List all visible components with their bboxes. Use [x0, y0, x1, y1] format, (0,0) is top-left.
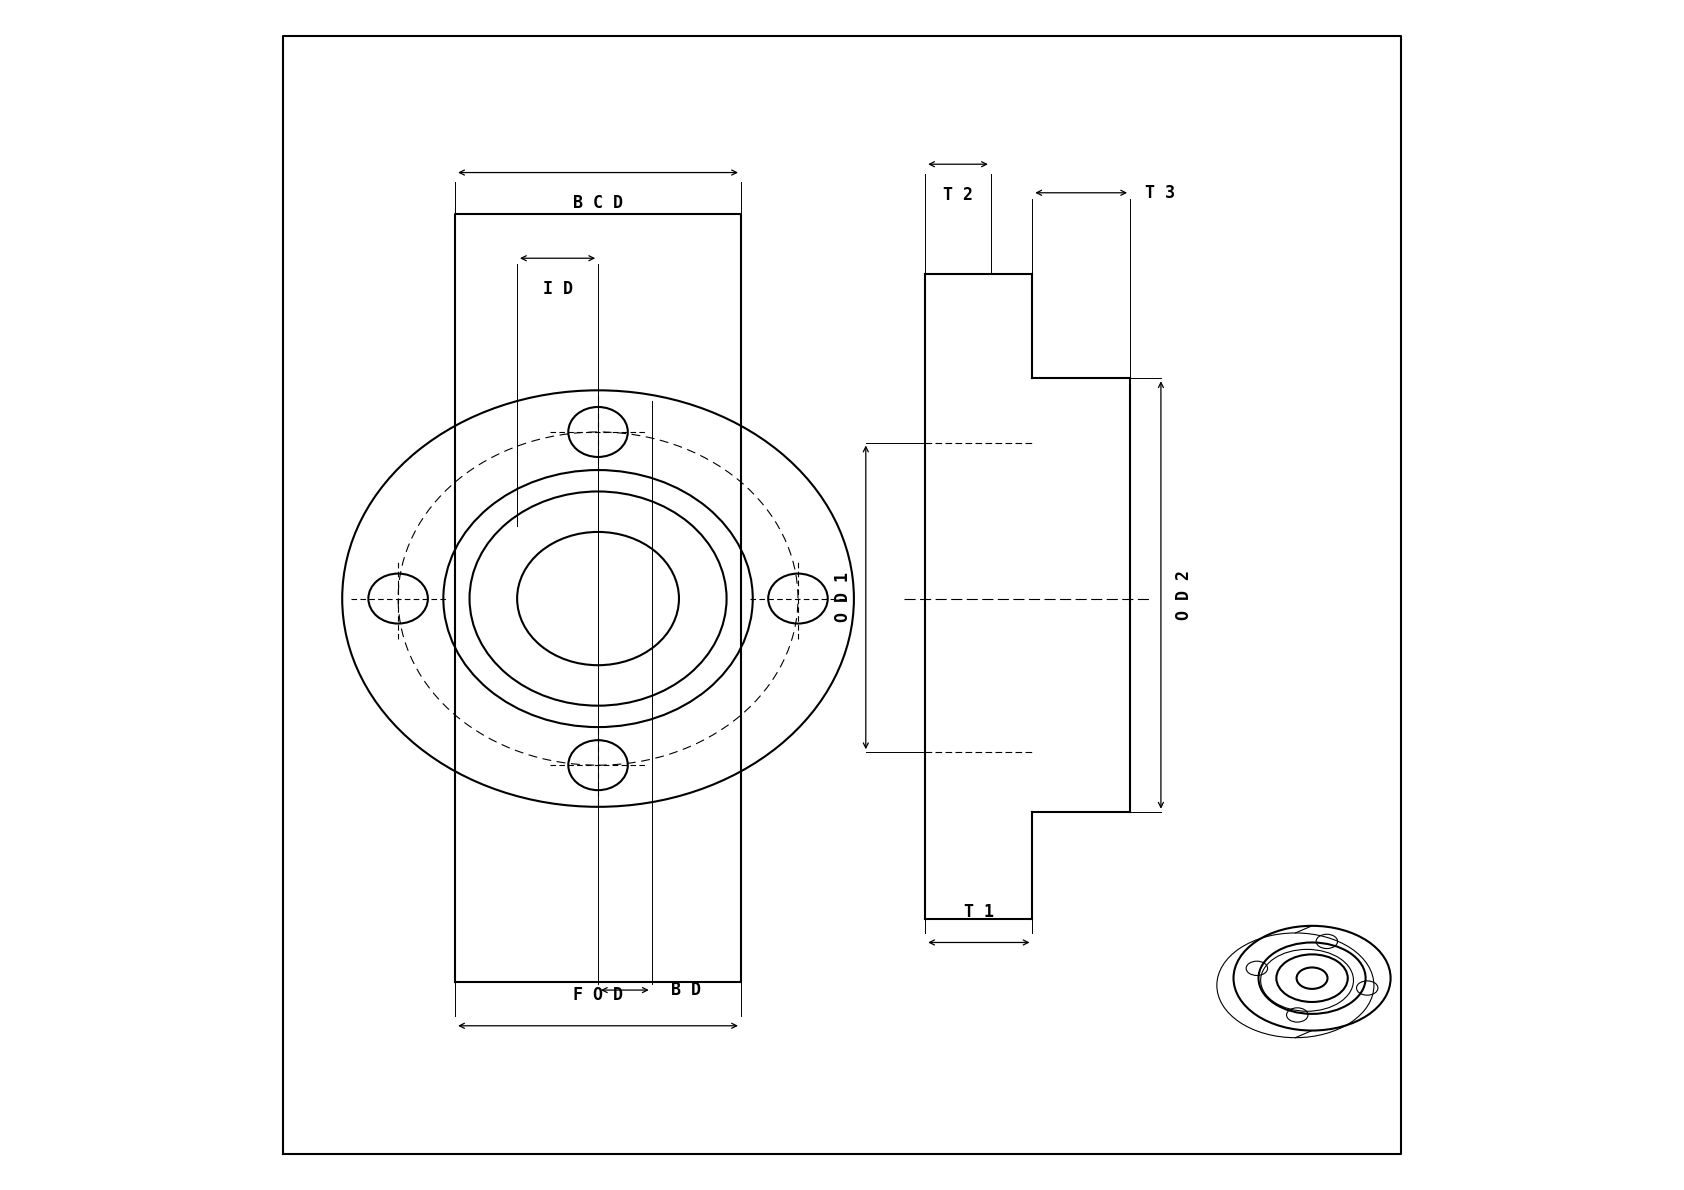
- Text: F O D: F O D: [573, 987, 623, 1004]
- Text: T 1: T 1: [963, 903, 994, 921]
- Text: B C D: B C D: [573, 194, 623, 212]
- Text: O D 1: O D 1: [834, 572, 852, 622]
- Text: I D: I D: [542, 280, 573, 298]
- Text: B D: B D: [670, 981, 701, 1000]
- Text: O D 2: O D 2: [1175, 570, 1194, 620]
- Text: T 2: T 2: [943, 186, 973, 203]
- Text: T 3: T 3: [1145, 183, 1175, 202]
